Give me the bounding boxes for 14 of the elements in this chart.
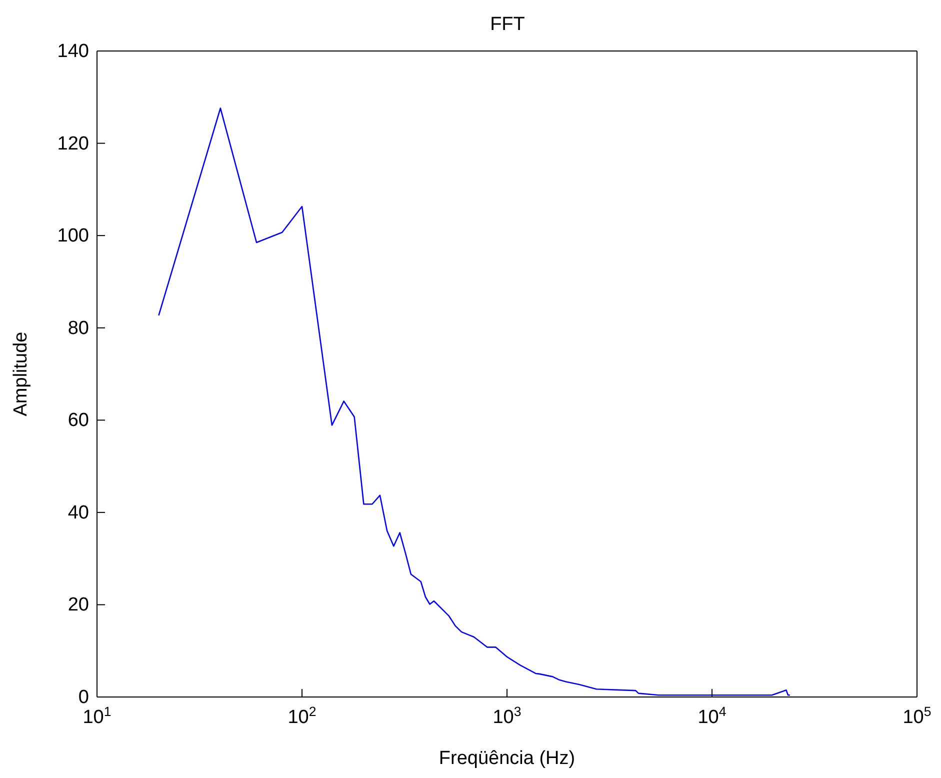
chart-title: FFT	[489, 14, 526, 36]
y-tick-label: 40	[68, 502, 89, 524]
y-tick-label: 80	[68, 318, 89, 339]
y-tick-label: 120	[57, 133, 89, 154]
y-tick-label: 100	[57, 226, 89, 247]
x-tick-label: 10$^{3}$	[492, 704, 522, 728]
x-axis-title: Freqüência (Hz)	[438, 748, 576, 769]
y-tick-label: 20	[68, 594, 89, 616]
x-tick-label: 10$^{5}$	[902, 704, 932, 728]
x-tick-label: 10$^{4}$	[698, 704, 726, 728]
y-axis-title: Amplitude	[10, 332, 32, 416]
x-tick-label: 10$^{2}$	[288, 704, 316, 728]
y-tick-label: 140	[57, 41, 89, 62]
y-tick-label: 60	[68, 410, 89, 432]
